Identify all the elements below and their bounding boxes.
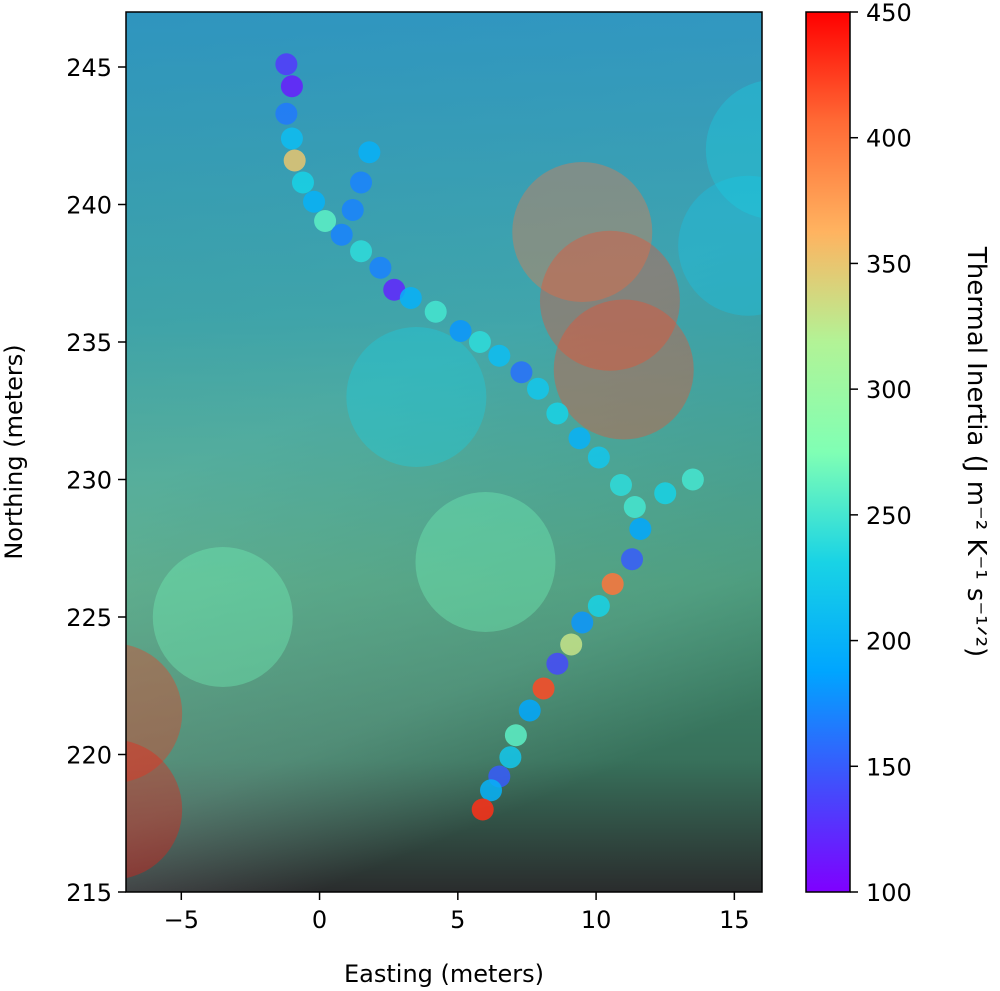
data-point — [654, 482, 677, 505]
colorbar-tick-label: 400 — [866, 125, 912, 153]
x-tick-label: 15 — [719, 906, 750, 934]
overlay-patch — [415, 492, 556, 632]
data-point — [369, 256, 392, 279]
data-point — [587, 446, 610, 469]
data-point — [623, 496, 646, 518]
data-point — [621, 548, 644, 571]
data-point — [399, 287, 422, 309]
colorbar-tick-label: 450 — [866, 0, 912, 27]
data-point — [571, 611, 594, 634]
colorbar-tick-label: 300 — [866, 376, 912, 404]
data-point — [291, 171, 314, 194]
overlay-patch — [705, 80, 762, 219]
overlay-patch — [553, 299, 694, 440]
x-tick-label: 10 — [581, 906, 612, 934]
overlay-patch — [152, 547, 293, 687]
data-point — [471, 798, 494, 821]
plot-frame — [125, 11, 763, 893]
data-point — [527, 377, 550, 400]
data-point — [681, 468, 704, 491]
y-axis: 215 220 225 230 235 240 245 — [66, 54, 126, 907]
data-point — [280, 75, 303, 98]
colorbar-label: Thermal Inertia (J m⁻² K⁻¹ s⁻¹ᐟ²) — [961, 246, 991, 657]
data-point — [488, 344, 511, 367]
x-axis: −5 0 5 10 15 — [164, 892, 750, 934]
data-point — [280, 127, 303, 150]
overlay-patch — [539, 230, 680, 371]
y-tick-label: 235 — [66, 329, 112, 357]
data-point — [532, 677, 555, 700]
data-point — [587, 595, 610, 617]
data-point — [601, 573, 624, 595]
data-point — [468, 331, 491, 353]
x-tick-label: −5 — [164, 906, 199, 934]
data-point — [546, 652, 569, 675]
y-tick-label: 220 — [66, 742, 112, 770]
colorbar-ticks: 100 150 200 250 300 350 400 450 — [850, 0, 912, 907]
data-point — [568, 427, 591, 450]
data-point — [424, 300, 447, 323]
data-point — [350, 171, 373, 194]
data-point — [341, 199, 364, 221]
colorbar-tick-label: 100 — [866, 879, 912, 907]
data-point — [449, 320, 472, 342]
y-tick-label: 240 — [66, 192, 112, 220]
overlay-patch — [126, 644, 183, 782]
overlay-patches — [126, 80, 762, 879]
data-point — [609, 474, 632, 496]
y-tick-label: 230 — [66, 467, 112, 495]
y-tick-label: 245 — [66, 54, 112, 82]
data-point — [546, 402, 569, 425]
colorbar-tick-label: 200 — [866, 628, 912, 656]
colorbar-tick-label: 250 — [866, 502, 912, 530]
data-point — [560, 633, 583, 656]
overlay-patch — [346, 327, 487, 467]
data-point — [275, 53, 298, 76]
data-point — [358, 141, 381, 164]
overlay-patch — [126, 740, 183, 879]
data-point — [629, 518, 652, 540]
y-tick-label: 215 — [66, 879, 112, 907]
y-axis-label: Northing (meters) — [0, 344, 28, 559]
data-point — [275, 102, 298, 125]
data-point — [303, 190, 326, 213]
data-points — [275, 53, 704, 821]
data-point — [350, 240, 373, 263]
y-tick-label: 225 — [66, 604, 112, 632]
colorbar-tick-label: 350 — [866, 250, 912, 278]
overlay-patch — [512, 162, 653, 302]
data-point — [314, 210, 337, 232]
data-point — [330, 223, 353, 246]
data-point — [510, 361, 533, 384]
x-tick-label: 5 — [450, 906, 465, 934]
data-point — [283, 149, 306, 172]
x-axis-label: Easting (meters) — [344, 960, 544, 988]
data-point — [504, 724, 527, 747]
data-point — [518, 699, 541, 722]
colorbar — [805, 11, 851, 893]
x-tick-label: 0 — [312, 906, 327, 934]
overlay-patch — [678, 175, 762, 316]
data-point — [499, 746, 522, 769]
colorbar-tick-label: 150 — [866, 753, 912, 781]
data-point — [480, 779, 503, 802]
data-point — [383, 278, 406, 301]
thermal-overlay — [126, 12, 762, 892]
